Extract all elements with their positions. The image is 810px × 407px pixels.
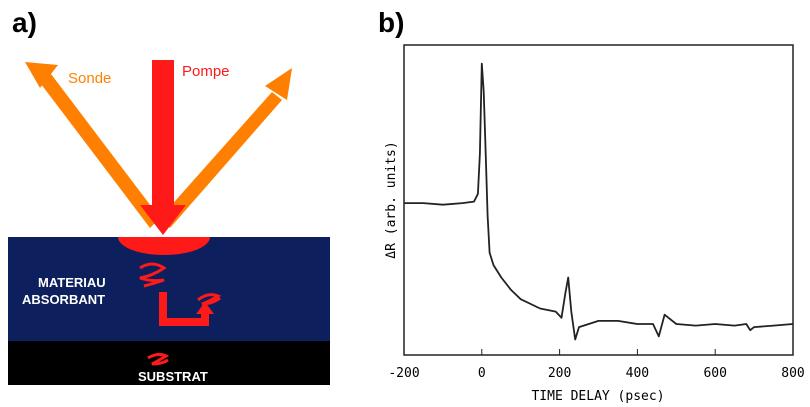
pump-beam <box>140 60 186 235</box>
wave <box>147 352 170 366</box>
panel-label: b) <box>378 7 404 38</box>
arrow-head <box>25 62 58 88</box>
arrow-head <box>140 205 186 235</box>
substrate-layer <box>8 341 330 385</box>
plot-frame <box>403 44 794 356</box>
x-tick-label: -200 <box>388 366 419 381</box>
x-tick-label: 0 <box>478 366 486 381</box>
x-tick-label: 800 <box>781 366 804 381</box>
material-label: ABSORBANT <box>22 292 105 307</box>
probe-beams <box>25 62 292 228</box>
wave <box>139 262 167 288</box>
absorption-spot <box>118 237 210 255</box>
arrow-head <box>196 302 214 314</box>
material-label: MATERIAU <box>38 275 106 290</box>
wave <box>197 293 222 306</box>
x-tick-label: 600 <box>703 366 726 381</box>
outgoing-probe <box>160 92 282 228</box>
x-axis-label: TIME DELAY (psec) <box>531 389 664 404</box>
pump-label: Pompe <box>182 63 230 80</box>
incoming-probe <box>38 70 160 228</box>
pump-shaft <box>152 60 174 210</box>
x-tick-label: 200 <box>548 366 571 381</box>
probe-label: Sonde <box>68 70 111 87</box>
panel-label: a) <box>12 7 37 38</box>
x-tick-label: 400 <box>626 366 649 381</box>
arrow-head <box>265 68 292 100</box>
heat-waves <box>139 262 222 366</box>
heat-path <box>159 292 209 326</box>
substrate-label: SUBSTRAT <box>138 369 208 384</box>
signal-line <box>404 62 794 341</box>
y-axis-label: ΔR (arb. units) <box>384 141 399 258</box>
